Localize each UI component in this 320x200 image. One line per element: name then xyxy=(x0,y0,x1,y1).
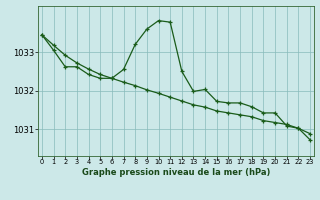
X-axis label: Graphe pression niveau de la mer (hPa): Graphe pression niveau de la mer (hPa) xyxy=(82,168,270,177)
